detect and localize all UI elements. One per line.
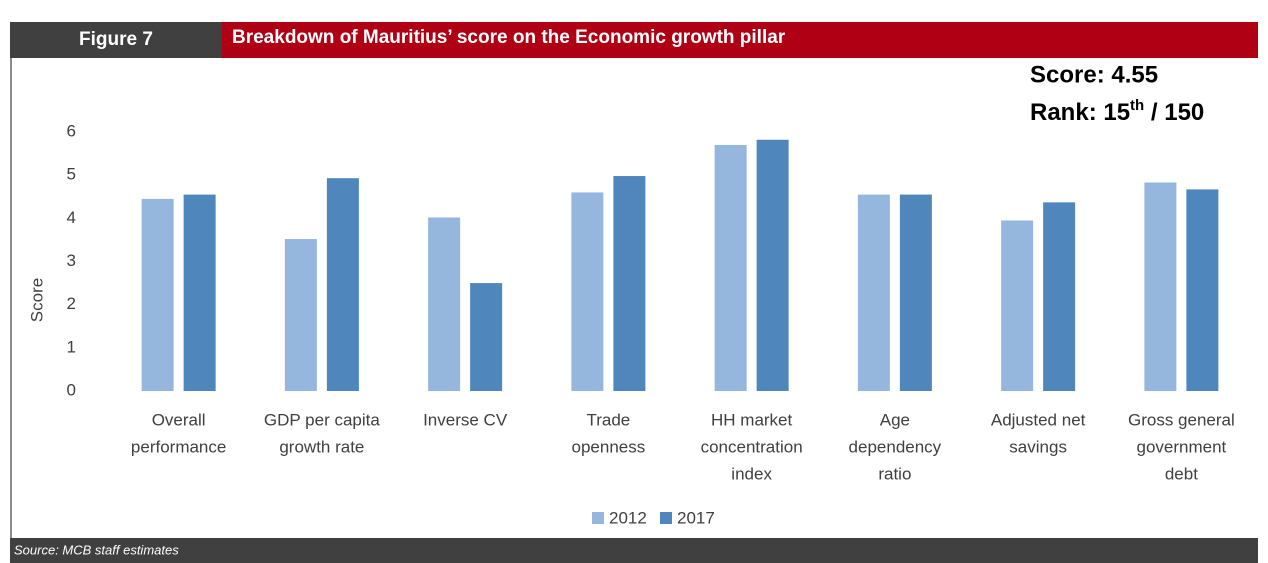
bar [613, 176, 646, 391]
rank-tail: / 150 [1144, 99, 1204, 126]
score-annotation: Score: 4.55 [1030, 61, 1158, 88]
y-tick-label: 0 [67, 380, 76, 399]
x-tick-label: Inverse CV [423, 410, 508, 429]
x-tick-label: savings [1009, 437, 1067, 456]
y-tick-label: 6 [67, 121, 76, 140]
x-tick-label: HH market [711, 410, 793, 429]
x-tick-label: concentration [701, 437, 803, 456]
y-tick-label: 2 [67, 294, 76, 313]
bar [1144, 182, 1177, 391]
x-tick-label: GDP per capita [264, 410, 380, 429]
figure-label: Figure 7 [79, 29, 153, 50]
x-tick-label: ratio [878, 464, 911, 483]
source-note: Source: MCB staff estimates [14, 542, 179, 557]
y-tick-label: 5 [67, 165, 76, 184]
x-tick-label: Trade [586, 410, 630, 429]
bar [714, 144, 747, 391]
bar [1001, 220, 1034, 391]
x-tick-label: dependency [849, 437, 942, 456]
x-tick-label: government [1136, 437, 1226, 456]
bar [141, 198, 174, 391]
rank-text: Rank: 15 [1030, 99, 1130, 126]
bar [470, 283, 503, 391]
legend-label: 2017 [677, 508, 715, 527]
rank-sup: th [1130, 97, 1144, 114]
figure-box [10, 22, 222, 58]
bar [326, 178, 359, 391]
bar [428, 217, 461, 391]
bar [183, 194, 216, 391]
bar [571, 192, 604, 391]
y-axis-label: Score [27, 278, 46, 322]
x-tick-label: Overall [152, 410, 206, 429]
legend-label: 2012 [609, 508, 647, 527]
x-tick-label: Adjusted net [991, 410, 1086, 429]
bar [857, 194, 890, 391]
x-tick-label: openness [572, 437, 646, 456]
rank-annotation: Rank: 15th / 150 [1030, 97, 1204, 126]
y-tick-label: 3 [67, 251, 76, 270]
x-tick-label: Age [880, 410, 910, 429]
x-tick-label: performance [131, 437, 226, 456]
bar [899, 194, 932, 391]
left-border [10, 58, 12, 538]
bar [756, 139, 789, 391]
footer-box [10, 538, 1258, 563]
title-box [222, 22, 1258, 58]
chart-title: Breakdown of Mauritius’ score on the Eco… [232, 27, 786, 48]
x-tick-label: Gross general [1128, 410, 1235, 429]
legend-swatch [660, 512, 672, 524]
x-tick-label: debt [1165, 464, 1198, 483]
x-tick-label: index [731, 464, 772, 483]
legend-swatch [592, 512, 604, 524]
y-tick-label: 1 [67, 337, 76, 356]
bar [1186, 189, 1219, 391]
bar [284, 239, 317, 391]
y-tick-label: 4 [67, 208, 76, 227]
x-tick-label: growth rate [279, 437, 364, 456]
bar [1043, 202, 1076, 391]
